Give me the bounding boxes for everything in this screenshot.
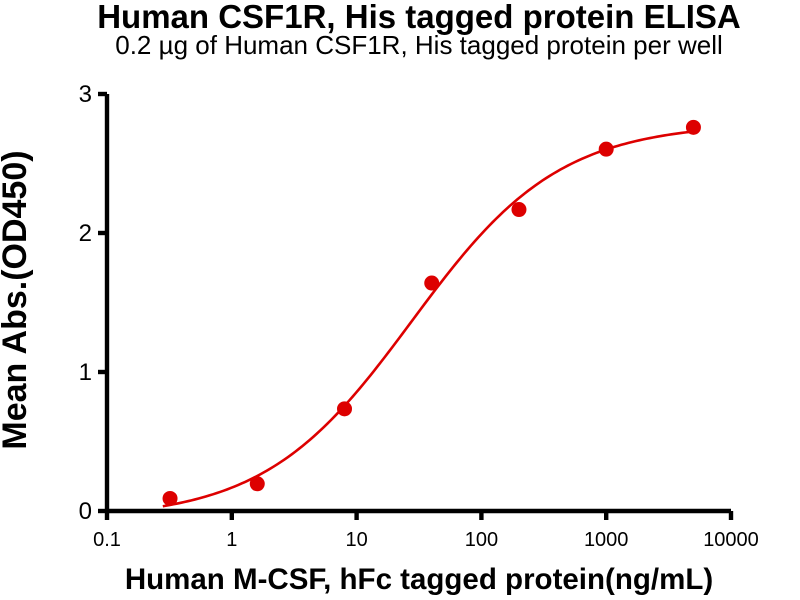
svg-text:0: 0 [79, 498, 92, 525]
svg-text:10000: 10000 [703, 529, 759, 551]
svg-text:1: 1 [79, 359, 92, 386]
svg-text:0.1: 0.1 [93, 529, 121, 551]
svg-text:10: 10 [345, 529, 367, 551]
svg-text:2: 2 [79, 220, 92, 247]
svg-text:1: 1 [226, 529, 237, 551]
svg-text:100: 100 [465, 529, 498, 551]
svg-text:3: 3 [79, 81, 92, 108]
svg-text:1000: 1000 [584, 529, 629, 551]
